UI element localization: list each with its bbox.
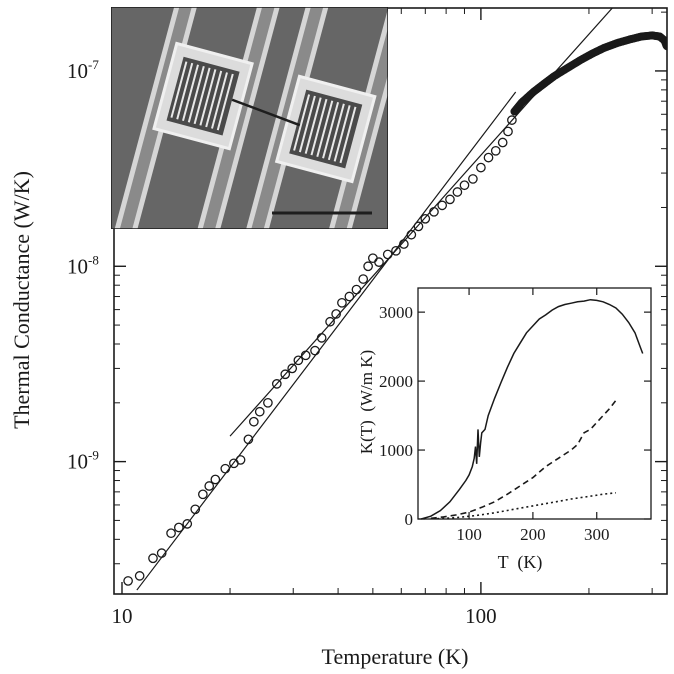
data-point-open [368,253,378,264]
inset-series-dotted [437,492,616,520]
data-point-open [210,474,221,485]
data-point-open [406,229,417,240]
data-point-open [503,126,513,137]
data-point-open [198,489,208,500]
data-point-open [497,137,508,148]
data-point-open [363,261,373,272]
data-point-open [293,355,304,366]
data-point-open [344,291,355,302]
data-point-open [382,249,393,260]
data-point-open [148,553,158,564]
data-point-open [391,245,401,256]
data-point-open [235,455,246,465]
inset-data-lines [420,298,644,520]
data-point-open [325,316,335,327]
data-point-open [452,187,463,197]
data-point-open [190,504,201,515]
data-point-open [263,397,273,408]
inset-y-tick-label: 3000 [379,303,413,322]
main-x-axis-label: Temperature (K) [322,644,469,669]
y-tick-label: 10-9 [67,448,99,474]
x-tick-label: 10 [111,604,132,628]
data-point-open [459,180,470,191]
x-tick-label: 100 [465,604,497,628]
power-law-guide-line [136,91,517,591]
data-point-open [310,345,320,356]
inset-plot-frame [417,287,652,520]
y-tick-label: 10-7 [67,57,99,83]
data-point-open [413,221,424,232]
data-point-open [490,145,501,156]
data-point-open [182,519,193,529]
data-point-open [173,522,184,533]
main-y-axis-label: Thermal Conductance (W/K) [9,171,34,429]
inset-series-solid [420,298,644,520]
data-point-open [123,576,133,586]
sem-micrograph-inset [111,7,388,229]
inset-y-axis-label: K(T) (W/m K) [357,350,376,454]
data-point-open [437,200,448,211]
data-point-open [420,213,431,224]
data-point-filled [663,43,667,51]
data-point-open [134,571,145,581]
y-tick-label: 10-8 [67,252,99,278]
data-point-open [166,528,176,539]
data-point-open [445,194,455,205]
data-point-open [358,274,369,284]
data-point-open [476,162,486,173]
data-point-open [248,416,259,427]
inset-y-tick-label: 1000 [379,441,413,460]
data-point-open [507,115,517,125]
inset-x-tick-label: 300 [584,525,610,544]
data-point-open [331,309,341,319]
data-point-open [204,481,215,491]
data-point-open [468,174,478,184]
data-point-open [316,333,327,343]
inset-x-tick-label: 200 [520,525,546,544]
inset-y-tick-label: 0 [405,510,414,529]
data-point-open [374,257,384,267]
main-plot-frame [113,7,668,595]
data-point-open [300,350,311,361]
data-point-open [287,363,298,374]
data-point-open [351,284,362,295]
data-point-open [220,463,231,474]
inset-y-tick-label: 2000 [379,372,413,391]
data-point-open [243,434,254,445]
inset-x-axis-label: T (K) [498,552,543,573]
data-point-open [280,369,291,380]
data-point-open [271,379,282,389]
main-data-points [123,31,667,586]
data-point-open [254,406,265,417]
data-point-open [429,206,439,217]
data-point-open [399,239,409,249]
data-point-open [337,297,347,308]
data-point-open [483,152,494,163]
inset-x-tick-label: 100 [456,525,482,544]
data-point-open [156,548,167,558]
